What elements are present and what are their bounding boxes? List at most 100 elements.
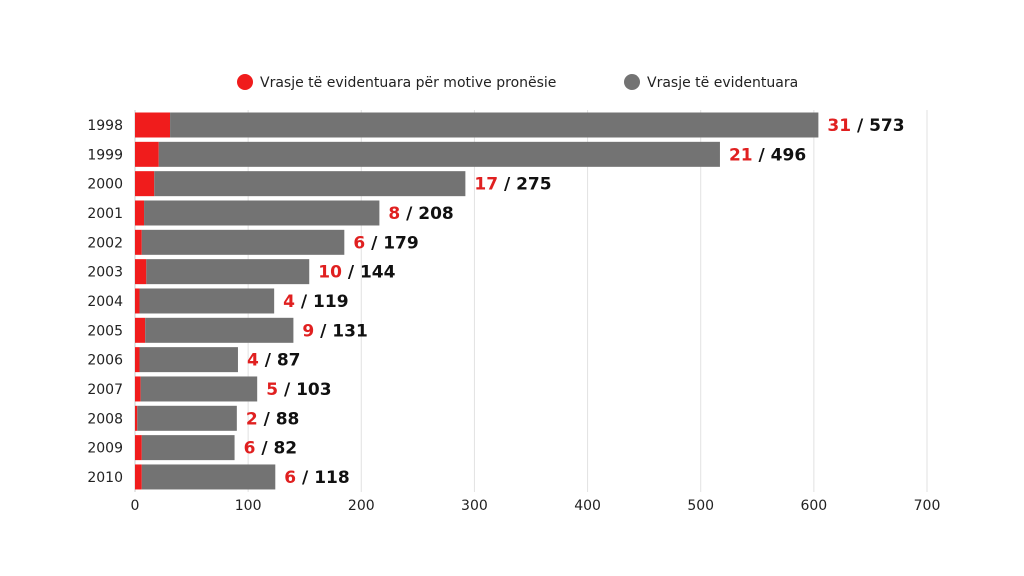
bar-motive [135,259,147,285]
x-tick-label: 0 [131,498,140,514]
data-label-motive: 6 [353,233,365,253]
category-label: 2010 [87,470,123,486]
legend-label-total: Vrasje të evidentuara [647,75,798,91]
data-label-separator: / [314,321,332,341]
data-label-separator: / [255,439,273,459]
data-label-motive: 9 [302,321,314,341]
bar-total [137,405,237,431]
data-label-total: 118 [314,468,350,488]
bar-total [141,464,276,490]
bar-motive [135,347,140,373]
data-label-motive: 10 [318,263,342,283]
data-label-separator: / [400,204,418,224]
bar-motive [135,405,138,431]
data-label-separator: / [365,233,383,253]
bar-motive [135,435,142,461]
bar-total [158,141,720,167]
data-label-separator: / [851,116,869,136]
data-label: 8 / 208 [388,204,453,224]
legend-marker-total [624,74,640,90]
bar-total [141,435,235,461]
data-label-motive: 4 [283,292,295,312]
category-label: 2005 [87,323,123,339]
category-label: 2000 [87,177,123,193]
x-tick-label: 600 [800,498,827,514]
data-label-total: 144 [360,263,396,283]
category-label: 1998 [87,118,123,134]
x-tick-label: 300 [461,498,488,514]
bar-motive [135,141,159,167]
data-label-total: 131 [332,321,368,341]
data-label-total: 88 [276,409,300,429]
data-label-motive: 6 [284,468,296,488]
bar-motive [135,288,140,314]
legend-label-motive: Vrasje të evidentuara për motive pronësi… [260,75,556,91]
data-label-motive: 17 [474,175,498,195]
bar-total [144,200,380,226]
bar-total [139,288,275,314]
data-label: 17 / 275 [474,175,551,195]
data-label-total: 82 [273,439,297,459]
x-tick-label: 700 [914,498,941,514]
data-label-total: 119 [313,292,349,312]
category-label: 2003 [87,265,123,281]
data-label-separator: / [295,292,313,312]
x-tick-label: 200 [348,498,375,514]
data-label-motive: 4 [247,351,259,371]
bars [135,112,819,490]
bar-total [139,347,238,373]
category-labels: 1998 1999 2000 2001 2002 2003 2004 2005 2006 2007… [87,118,123,486]
category-label: 2004 [87,294,123,310]
data-label: 21 / 496 [729,145,806,165]
bar-motive [135,112,171,138]
data-label: 10 / 144 [318,263,395,283]
data-label-separator: / [498,175,516,195]
data-label-separator: / [296,468,314,488]
data-label-motive: 31 [827,116,851,136]
x-tick-labels: 0 100 200 300 400 500 600 700 [131,498,941,514]
data-label-total: 179 [383,233,419,253]
x-tick-label: 100 [235,498,262,514]
data-label-motive: 21 [729,145,753,165]
bar-motive [135,464,142,490]
legend-marker-motive [237,74,253,90]
bar-total [145,317,294,343]
category-label: 2009 [87,441,123,457]
data-label-motive: 5 [266,380,278,400]
data-label-separator: / [342,263,360,283]
data-label-total: 208 [418,204,454,224]
bar-total [170,112,819,138]
data-label-total: 103 [296,380,332,400]
bar-motive [135,200,145,226]
data-label: 2 / 88 [246,409,300,429]
category-label: 2002 [87,235,123,251]
data-label-motive: 6 [244,439,256,459]
category-label: 2008 [87,411,123,427]
data-label: 9 / 131 [302,321,367,341]
data-label: 6 / 82 [244,439,298,459]
category-label: 1999 [87,147,123,163]
data-label-total: 573 [869,116,905,136]
category-label: 2007 [87,382,123,398]
bar-motive [135,171,155,197]
data-label-separator: / [753,145,771,165]
data-label-total: 496 [771,145,807,165]
data-label: 4 / 119 [283,292,348,312]
bar-motive [135,317,146,343]
bar-motive [135,376,141,402]
data-label-separator: / [259,351,277,371]
data-label: 6 / 118 [284,468,349,488]
data-label-motive: 2 [246,409,258,429]
data-label-total: 87 [277,351,301,371]
legend: Vrasje të evidentuara për motive pronësi… [237,74,798,91]
category-label: 2006 [87,353,123,369]
data-label: 4 / 87 [247,351,301,371]
data-label-separator: / [258,409,276,429]
bar-total [141,229,345,255]
data-label-separator: / [278,380,296,400]
data-label: 5 / 103 [266,380,331,400]
bar-total [140,376,258,402]
data-label-total: 275 [516,175,552,195]
data-label: 6 / 179 [353,233,418,253]
